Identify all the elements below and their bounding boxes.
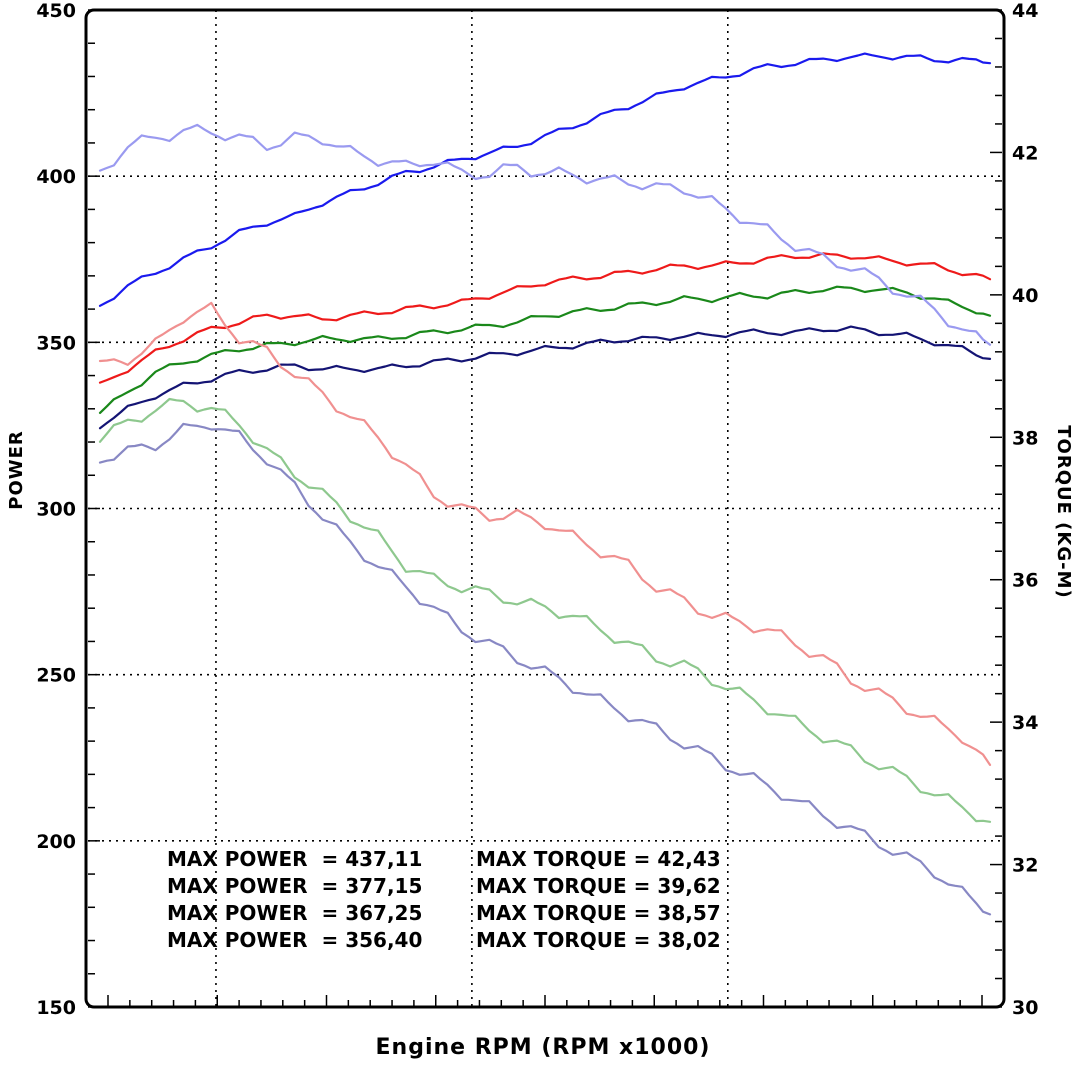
y-right-tick-label: 42 bbox=[1012, 142, 1038, 164]
y-right-tick-label: 44 bbox=[1012, 0, 1038, 22]
series-line-torque-5 bbox=[98, 301, 992, 767]
annotation-max-torque-3: MAX TORQUE = 38,57 bbox=[476, 901, 721, 925]
y-left-tick-label: 400 bbox=[36, 166, 76, 188]
y-left-tick-label: 350 bbox=[36, 332, 76, 354]
y-left-tick-label: 200 bbox=[36, 831, 76, 853]
series-group bbox=[98, 52, 992, 916]
annotation-max-torque-2: MAX TORQUE = 39,62 bbox=[476, 874, 721, 898]
y-left-tick-label: 250 bbox=[36, 665, 76, 687]
y-right-tick-label: 38 bbox=[1012, 427, 1038, 449]
tick-labels: 150 200 250 300 350 400 450 30 32 34 36 38 40 42 44 bbox=[36, 0, 1038, 1019]
annotation-max-power-1: MAX POWER = 437,11 bbox=[167, 847, 422, 871]
grid-lines bbox=[88, 10, 1002, 1007]
x-axis-title: Engine RPM (RPM x1000) bbox=[376, 1035, 711, 1060]
series-line-power-3 bbox=[98, 325, 992, 430]
y-left-tick-label: 300 bbox=[36, 499, 76, 521]
y-right-tick-label: 36 bbox=[1012, 570, 1038, 592]
y-right-tick-label: 32 bbox=[1012, 855, 1038, 877]
annotation-max-power-4: MAX POWER = 356,40 bbox=[167, 928, 422, 952]
series-line-torque-7 bbox=[98, 422, 992, 916]
series-line-torque-6 bbox=[98, 397, 992, 823]
series-line-power-0 bbox=[98, 52, 992, 307]
annotation-max-power-2: MAX POWER = 377,15 bbox=[167, 874, 422, 898]
y-right-tick-label: 34 bbox=[1012, 712, 1038, 734]
series-line-power-2 bbox=[98, 285, 992, 414]
annotation-max-power-3: MAX POWER = 367,25 bbox=[167, 901, 422, 925]
annotation-max-torque-4: MAX TORQUE = 38,02 bbox=[476, 928, 721, 952]
y-axis-title-right: TORQUE (KG-M) bbox=[1053, 425, 1074, 598]
y-left-tick-label: 150 bbox=[36, 997, 76, 1019]
annotation-max-torque-1: MAX TORQUE = 42,43 bbox=[476, 847, 721, 871]
y-axis-title-left: POWER bbox=[6, 430, 27, 510]
series-line-torque-4 bbox=[98, 123, 992, 346]
y-left-tick-label: 450 bbox=[36, 0, 76, 22]
y-right-tick-label: 30 bbox=[1012, 997, 1038, 1019]
y-right-tick-label: 40 bbox=[1012, 285, 1038, 307]
annotations: MAX POWER = 437,11 MAX POWER = 377,15 MA… bbox=[167, 847, 721, 952]
axis-ticks bbox=[88, 9, 1002, 1008]
series-line-power-1 bbox=[98, 252, 992, 384]
